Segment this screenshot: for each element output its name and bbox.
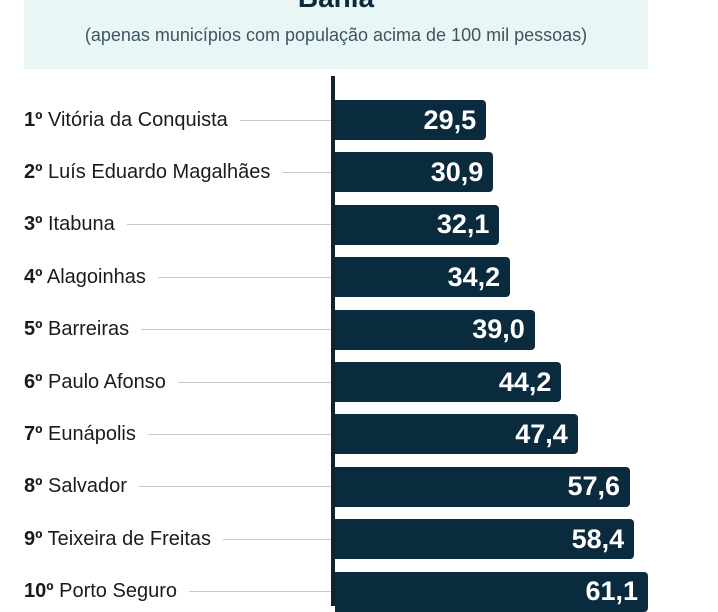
bar-row: 3º Itabuna 32,1 [24,204,704,245]
leader-line [141,329,331,331]
leader-line [282,171,331,173]
value-label: 34,2 [447,261,501,292]
bar: 32,1 [335,204,500,245]
category-label: 2º Luís Eduardo Magalhães [24,152,331,192]
category-label: 5º Barreiras [24,310,331,350]
bar-row: 7º Eunápolis 47,4 [24,414,704,455]
rank-label: 5º [24,318,43,341]
rank-label: 2º [24,160,43,183]
bar: 61,1 [335,571,648,612]
leader-line [223,538,331,540]
leader-line [177,381,331,383]
category-label: 4º Alagoinhas [24,257,331,297]
bar-row: 5º Barreiras 39,0 [24,309,704,350]
city-name: Paulo Afonso [48,370,166,393]
category-label: 10º Porto Seguro [24,572,331,612]
bar-row: 6º Paulo Afonso 44,2 [24,362,704,402]
leader-line [239,119,331,121]
city-name: Eunápolis [48,422,136,445]
bar-row: 9º Teixeira de Freitas 58,4 [24,519,704,560]
value-label: 57,6 [567,471,621,502]
rank-label: 10º [24,580,54,603]
value-label: 47,4 [515,418,568,449]
bar: 39,0 [335,309,535,350]
city-name: Salvador [48,475,127,498]
bar-row: 1º Vitória da Conquista 29,5 [24,100,704,140]
value-label: 29,5 [423,104,477,135]
bar-row: 10º Porto Seguro 61,1 [24,571,704,612]
rank-label: 3º [24,213,43,236]
value-label: 39,0 [472,314,525,345]
bar-row: 2º Luís Eduardo Magalhães 30,9 [24,152,704,193]
bar: 34,2 [335,257,511,298]
bar-row: 8º Salvador 57,6 [24,466,704,507]
city-name: Barreiras [48,318,130,341]
category-label: 7º Eunápolis [24,414,331,454]
chart-title: Bahia [24,0,648,14]
leader-line [157,276,331,278]
value-label: 30,9 [430,156,484,187]
rank-label: 7º [24,422,43,445]
category-label: 3º Itabuna [24,205,331,245]
value-label: 61,1 [585,576,638,607]
category-label: 6º Paulo Afonso [24,362,331,402]
category-label: 1º Vitória da Conquista [24,100,331,140]
chart-subtitle: (apenas municípios com população acima d… [84,25,588,45]
value-label: 44,2 [498,366,552,397]
bar: 47,4 [335,414,578,455]
city-name: Porto Seguro [59,580,177,603]
chart-header: Bahia (apenas municípios com população a… [24,0,648,69]
city-name: Itabuna [48,213,115,236]
category-label: 8º Salvador [24,467,331,507]
bar: 57,6 [335,466,631,507]
y-axis-line [331,76,335,606]
city-name: Alagoinhas [46,265,146,288]
bar: 29,5 [335,100,487,140]
city-name: Teixeira de Freitas [47,527,212,550]
bar: 44,2 [335,362,562,402]
bar: 30,9 [335,152,494,193]
city-name: Vitória da Conquista [48,108,228,131]
bar: 58,4 [335,519,635,560]
leader-line [126,224,331,226]
rank-label: 9º [24,527,43,550]
category-label: 9º Teixeira de Freitas [24,519,331,559]
leader-line [138,486,331,488]
bar-row: 4º Alagoinhas 34,2 [24,257,704,298]
rank-label: 1º [24,108,43,131]
leader-line [188,591,331,593]
rank-label: 8º [24,475,43,498]
city-name: Luís Eduardo Magalhães [48,160,271,183]
rank-label: 4º [24,265,43,288]
rank-label: 6º [24,370,43,393]
value-label: 58,4 [571,523,625,554]
leader-line [147,433,331,435]
value-label: 32,1 [436,209,490,240]
